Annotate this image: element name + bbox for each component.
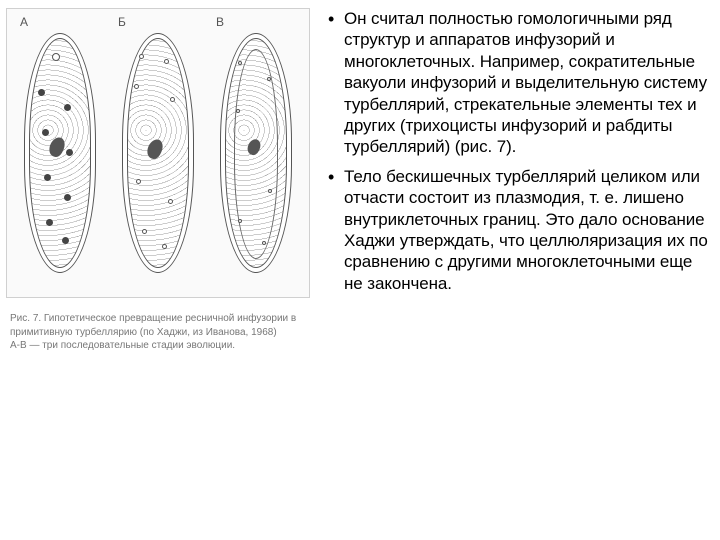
organism-a: А [16,19,104,279]
organism-label-b: Б [118,15,126,29]
bullet-item: Тело бескишечных турбеллярий целиком или… [326,166,714,294]
organism-c: В [212,19,300,279]
caption-line-2: А-В — три последовательные стадии эволюц… [10,339,306,353]
text-column: Он считал полностью гомологичными ряд ст… [316,8,714,532]
figure-caption: Рис. 7. Гипотетическое превращение ресни… [6,312,310,353]
organism-label-c: В [216,15,224,29]
bullet-item: Он считал полностью гомологичными ряд ст… [326,8,714,158]
caption-line-1: Рис. 7. Гипотетическое превращение ресни… [10,312,306,339]
figure-column: А Б В [6,8,316,532]
organism-label-a: А [20,15,28,29]
organism-b: Б [114,19,202,279]
bullet-list: Он считал полностью гомологичными ряд ст… [326,8,714,294]
figure-illustration: А Б В [6,8,310,298]
vacuole-icon [48,49,64,65]
